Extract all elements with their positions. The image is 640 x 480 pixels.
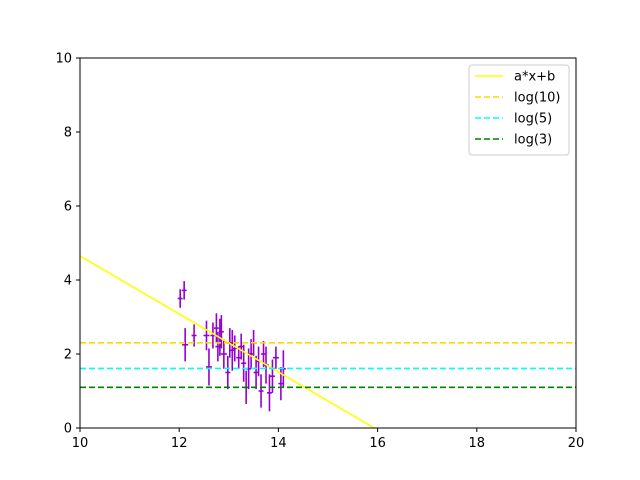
errorbar-point (181, 281, 187, 300)
errorbar-point (229, 329, 235, 371)
y-tick-label: 6 (64, 200, 72, 215)
y-tick-label: 2 (64, 348, 72, 363)
errorbar-point (177, 289, 183, 308)
legend-label: log(5) (514, 112, 552, 127)
legend-label: log(3) (514, 133, 552, 148)
legend-label: a*x+b (514, 70, 555, 85)
errorbar-point (213, 313, 219, 343)
x-tick-label: 12 (171, 436, 188, 451)
errorbar-point (272, 346, 279, 369)
errorbar-point (236, 346, 242, 369)
y-axis-ticks: 0 2 4 6 8 10 (55, 52, 80, 437)
y-tick-label: 4 (64, 274, 72, 289)
errorbar-point (225, 355, 231, 390)
errorbar-point (232, 335, 238, 362)
legend-label: log(10) (514, 91, 561, 106)
errorbar-point (278, 366, 284, 401)
legend-box (468, 64, 570, 156)
x-tick-label: 10 (72, 436, 89, 451)
errorbar-point (191, 324, 197, 347)
legend: a*x+b log(10) log(5) log(3) (468, 64, 570, 156)
plot-content (80, 255, 576, 428)
x-tick-label: 16 (369, 436, 386, 451)
errorbar-point (205, 348, 212, 386)
errorbar-point (182, 328, 189, 362)
errorbar-point (258, 374, 264, 408)
plot-area-frame (79, 57, 577, 429)
x-tick-label: 20 (568, 436, 585, 451)
errorbar-point (218, 315, 224, 349)
fit-line (80, 255, 375, 428)
y-tick-label: 10 (55, 52, 72, 67)
errorbar-point (266, 374, 272, 412)
errorbar-point (248, 339, 254, 369)
x-axis-ticks: 10 12 14 16 18 20 (72, 428, 585, 451)
errorbar-point (203, 320, 210, 351)
x-tick-label: 14 (270, 436, 287, 451)
y-tick-label: 0 (64, 422, 72, 437)
errorbar-point (220, 339, 227, 369)
x-tick-label: 18 (469, 436, 486, 451)
y-tick-label: 8 (64, 126, 72, 141)
